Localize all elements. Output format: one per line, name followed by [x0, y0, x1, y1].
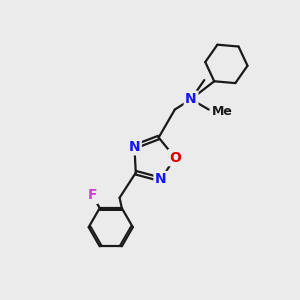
- Text: N: N: [185, 92, 197, 106]
- Text: O: O: [169, 151, 181, 165]
- Text: N: N: [155, 172, 167, 186]
- Text: N: N: [129, 140, 140, 154]
- Text: Me: Me: [212, 104, 233, 118]
- Text: F: F: [88, 188, 97, 202]
